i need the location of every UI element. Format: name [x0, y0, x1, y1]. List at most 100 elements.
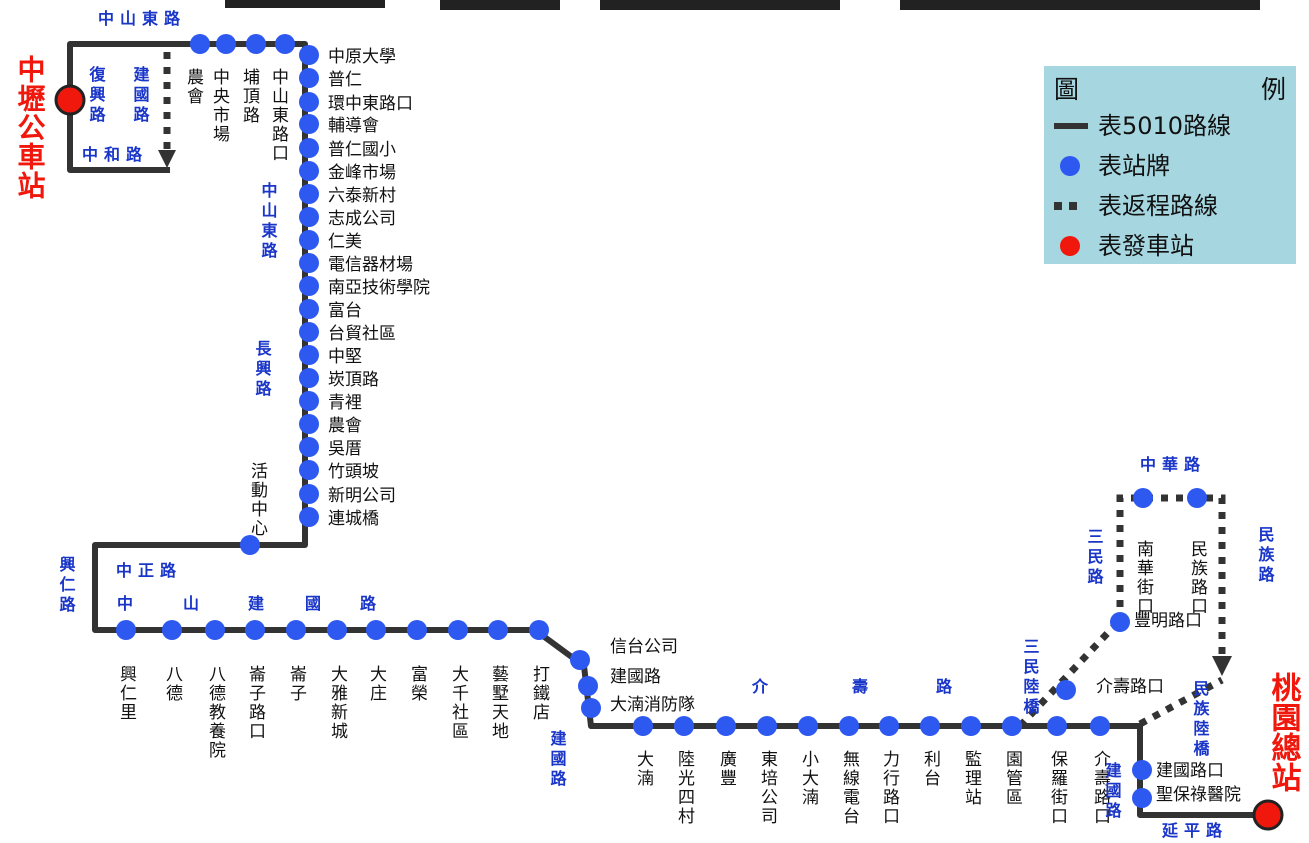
road-label: 三民路 [1085, 528, 1104, 588]
road-labels: 中山東路復興路建國路中和路中山東路長興路興仁路中正路中山路建國路建國路介壽路三民… [57, 9, 1275, 840]
road-label: 壽 [852, 677, 874, 696]
stop-label: 南亞技術學院 [328, 278, 430, 298]
bus-stop [578, 676, 598, 696]
bus-stop [299, 345, 319, 365]
bus-stop [570, 650, 590, 670]
bus-stop [1047, 716, 1067, 736]
bus-stop [839, 716, 859, 736]
stop-label: 建國路口 [1156, 761, 1224, 781]
legend-route-label: 表5010路線 [1098, 112, 1232, 140]
stop-label: 建國路 [610, 667, 661, 687]
bus-stop [299, 138, 319, 158]
bus-stop [299, 460, 319, 480]
stop-label: 興仁里 [116, 665, 137, 722]
bus-stop [488, 620, 508, 640]
road-label: 興仁路 [57, 555, 76, 616]
legend-title-left: 圖 [1054, 75, 1080, 104]
bus-stop [1133, 488, 1153, 508]
stop-label: 利台 [920, 750, 941, 788]
bus-stop [299, 184, 319, 204]
bus-stop [716, 716, 736, 736]
stop-label: 崁頂路 [328, 370, 379, 390]
bus-stop [299, 161, 319, 181]
stop-label: 大湳消防隊 [610, 695, 695, 715]
stop-label: 吳厝 [328, 439, 362, 459]
legend-item-return: 表返程路線 [1054, 186, 1286, 226]
title-strip-cropped [225, 0, 1260, 10]
bus-stop [162, 620, 182, 640]
road-label: 三民陸橋 [1021, 638, 1040, 718]
stop-label: 活動中心 [247, 462, 268, 538]
legend-stop-label: 表站牌 [1098, 152, 1170, 180]
stop-label: 豐明路口 [1134, 611, 1202, 631]
road-label: 民族路 [1256, 526, 1275, 586]
bus-stop [299, 276, 319, 296]
bus-stop [299, 92, 319, 112]
stop-label: 金峰市場 [328, 163, 396, 183]
stop-label: 東培公司 [757, 750, 778, 826]
bus-stop [216, 34, 236, 54]
bus-stop [299, 68, 319, 88]
stop-label: 環中東路口 [328, 94, 413, 114]
stop-label: 信台公司 [610, 637, 678, 657]
road-label: 建國路 [1103, 762, 1122, 822]
road-label: 路 [360, 594, 382, 613]
stop-label: 連城橋 [328, 509, 379, 529]
bus-stop [299, 114, 319, 134]
return-arrow-icon [1212, 656, 1232, 676]
legend-return-label: 表返程路線 [1098, 192, 1218, 220]
stop-label: 八德 [162, 665, 183, 703]
bus-stop [299, 368, 319, 388]
stop-label: 普仁國小 [328, 140, 396, 160]
stop-label: 監理站 [961, 750, 982, 807]
bus-stop [1090, 716, 1110, 736]
terminal-start [54, 84, 86, 116]
stop-label: 埔頂路 [239, 68, 260, 125]
road-label: 中正路 [116, 561, 182, 580]
road-label: 長興路 [253, 340, 272, 400]
bus-stop [240, 535, 260, 555]
stop-label: 普仁 [328, 70, 362, 90]
bus-stop [299, 230, 319, 250]
bus-stop [448, 620, 468, 640]
legend-terminal-label: 表發車站 [1098, 232, 1194, 260]
road-label: 國 [305, 594, 327, 613]
bus-stop [327, 620, 347, 640]
road-label: 路 [936, 677, 958, 696]
bus-stop [246, 34, 266, 54]
stop-label: 六泰新村 [328, 186, 396, 206]
bus-stop [299, 414, 319, 434]
return-route-segment [1116, 494, 1226, 655]
legend-title-right: 例 [1260, 75, 1286, 104]
bus-stop [366, 620, 386, 640]
stop-label: 大庄 [366, 665, 387, 703]
stop-labels: 農會 中央市場 埔頂路 中山東路口中原大學普仁環中東路口輔導會普仁國小金峰市場六泰新村… [116, 47, 1241, 826]
bus-stop [757, 716, 777, 736]
stop-label: 農會 [183, 68, 204, 106]
road-label: 中和路 [82, 145, 148, 164]
stop-label: 園管區 [1002, 750, 1023, 807]
stop-label: 富台 [328, 301, 362, 321]
stop-label: 民族路口 [1187, 540, 1208, 616]
stop-label: 廣豐 [716, 750, 737, 788]
road-label: 中華路 [1140, 455, 1206, 474]
bus-stop [407, 620, 427, 640]
road-label: 延平路 [1161, 821, 1228, 840]
bus-stop-swatch [1060, 156, 1080, 176]
road-label: 建國路 [548, 730, 567, 790]
bus-stop [529, 620, 549, 640]
bus-stop [299, 322, 319, 342]
bus-stop [299, 207, 319, 227]
stop-label: 竹頭坡 [328, 462, 379, 482]
bus-stop [299, 391, 319, 411]
terminal-swatch [1060, 236, 1080, 256]
bus-stop [299, 253, 319, 273]
bus-stop [299, 45, 319, 65]
bus-stop [299, 507, 319, 527]
return-route-lines [158, 52, 1232, 729]
road-label: 復興路 [87, 65, 107, 126]
bus-stop [798, 716, 818, 736]
stop-label: 無線電台 [839, 750, 860, 826]
route-line-swatch [1054, 123, 1088, 129]
